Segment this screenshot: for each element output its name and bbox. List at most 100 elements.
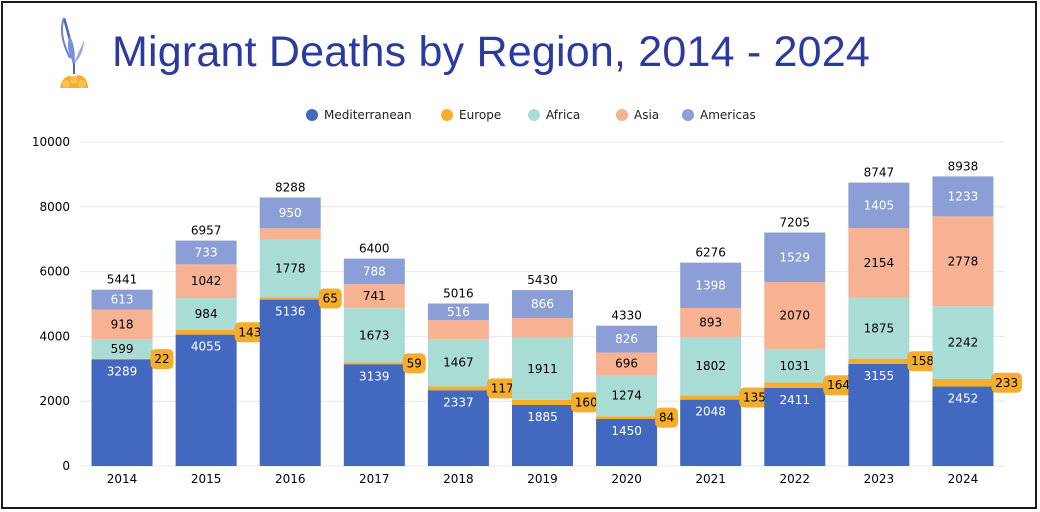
bar-segment-europe-2022 xyxy=(764,382,826,388)
data-label-africa: 599 xyxy=(111,342,134,356)
legend-item-americas[interactable]: Americas xyxy=(682,108,756,122)
bar-segment-africa-2020 xyxy=(596,375,658,417)
legend-item-europe[interactable]: Europe xyxy=(441,108,501,122)
bar-segment-europe-2017 xyxy=(343,362,405,365)
bar-segment-asia-2020 xyxy=(596,352,658,376)
europe-tag-box xyxy=(571,392,602,413)
data-label-americas: 1233 xyxy=(948,189,979,203)
europe-tag-text: 65 xyxy=(323,292,338,306)
bar-total-label: 8288 xyxy=(275,180,306,194)
data-label-asia: 741 xyxy=(363,289,386,303)
x-tick-label: 2022 xyxy=(779,472,810,486)
data-label-africa: 1673 xyxy=(359,328,390,342)
data-label-europe: 84 xyxy=(655,407,679,428)
data-label-mediterranean: 3155 xyxy=(864,369,895,383)
bar-total-label: 7205 xyxy=(779,216,810,230)
bar-segment-americas-2019 xyxy=(512,290,573,319)
bar-segment-asia-2021 xyxy=(680,307,742,337)
data-label-americas: 826 xyxy=(615,332,638,346)
bar-total-label: 5016 xyxy=(443,286,474,300)
legend-label: Africa xyxy=(546,108,580,122)
bar-segment-americas-2022 xyxy=(764,232,826,283)
bar-segment-africa-2022 xyxy=(764,349,826,383)
bar-total-label: 8938 xyxy=(948,159,979,173)
bar-total-label: 8747 xyxy=(864,166,895,180)
europe-tag-text: 117 xyxy=(491,381,514,395)
bar-segment-asia-2023 xyxy=(848,228,910,298)
data-label-americas: 788 xyxy=(363,264,386,278)
data-label-mediterranean: 2337 xyxy=(443,395,474,409)
bar-segment-mediterranean-2023 xyxy=(848,363,910,466)
x-tick-label: 2016 xyxy=(275,472,306,486)
europe-tag-box xyxy=(655,407,679,428)
data-label-mediterranean: 2048 xyxy=(695,405,726,419)
bar-segment-mediterranean-2022 xyxy=(764,387,826,466)
y-tick-label: 10000 xyxy=(32,135,70,149)
europe-tag-box xyxy=(739,387,770,408)
europe-tag-text: 22 xyxy=(154,352,169,366)
bar-segment-asia-2014 xyxy=(91,309,153,340)
europe-tag-box xyxy=(234,322,266,343)
x-tick-label: 2023 xyxy=(864,472,895,486)
bar-segment-mediterranean-2014 xyxy=(91,359,153,466)
europe-tag-text: 164 xyxy=(827,378,850,392)
data-label-africa: 984 xyxy=(195,307,218,321)
bar-segment-europe-2019 xyxy=(512,399,573,405)
data-label-asia: 893 xyxy=(699,315,722,329)
bar-segment-asia-2016 xyxy=(259,228,321,240)
data-label-europe: 59 xyxy=(402,353,426,374)
bar-segment-asia-2017 xyxy=(343,284,405,309)
data-label-asia: 2070 xyxy=(779,309,810,323)
data-label-europe: 65 xyxy=(318,288,342,309)
data-label-europe: 164 xyxy=(823,375,854,396)
data-label-europe: 143 xyxy=(234,322,266,343)
bar-segment-mediterranean-2021 xyxy=(680,399,742,466)
data-label-africa: 2242 xyxy=(948,336,979,350)
bar-segment-europe-2020 xyxy=(596,416,658,420)
bar-segment-americas-2021 xyxy=(680,262,742,308)
y-tick-label: 6000 xyxy=(39,265,70,279)
legend-item-mediterranean[interactable]: Mediterranean xyxy=(306,108,412,122)
data-label-europe: 117 xyxy=(486,378,518,399)
bar-segment-africa-2019 xyxy=(512,337,573,400)
data-label-asia: 2778 xyxy=(948,254,979,268)
data-label-asia: 696 xyxy=(615,357,638,371)
legend-item-africa[interactable]: Africa xyxy=(528,108,580,122)
legend-swatch xyxy=(528,109,540,121)
europe-tag-box xyxy=(318,288,342,309)
x-tick-label: 2017 xyxy=(359,472,390,486)
bar-segment-asia-2018 xyxy=(427,320,489,339)
bar-segment-africa-2016 xyxy=(259,239,321,298)
data-label-mediterranean: 1885 xyxy=(527,410,558,424)
europe-tag-text: 158 xyxy=(911,354,934,368)
europe-tag-box xyxy=(486,378,518,399)
bar-total-label: 5430 xyxy=(527,273,558,287)
data-label-mediterranean: 3289 xyxy=(107,364,138,378)
legend-swatch xyxy=(441,109,453,121)
data-label-americas: 613 xyxy=(111,293,134,307)
data-label-europe: 233 xyxy=(991,372,1022,393)
data-label-mediterranean: 2411 xyxy=(779,393,810,407)
legend-item-asia[interactable]: Asia xyxy=(616,108,659,122)
legend-label: Europe xyxy=(459,108,501,122)
bar-total-label: 6276 xyxy=(695,246,726,260)
bar-segment-europe-2024 xyxy=(932,379,994,387)
bar-total-label: 5441 xyxy=(107,273,138,287)
europe-tag-text: 160 xyxy=(575,395,598,409)
bar-segment-europe-2016 xyxy=(259,297,321,300)
bar-segment-africa-2023 xyxy=(848,297,910,359)
bar-total-label: 6400 xyxy=(359,242,390,256)
bar-segment-mediterranean-2015 xyxy=(175,334,237,466)
bar-segment-africa-2015 xyxy=(175,298,237,330)
bar-segment-europe-2021 xyxy=(680,395,742,400)
bar-segment-americas-2015 xyxy=(175,240,237,265)
flower-icon xyxy=(50,14,98,100)
data-label-africa: 1467 xyxy=(443,356,474,370)
data-label-mediterranean: 5136 xyxy=(275,305,306,319)
legend-label: Asia xyxy=(634,108,659,122)
bar-segment-americas-2023 xyxy=(848,182,910,229)
x-tick-label: 2019 xyxy=(527,472,558,486)
bar-segment-mediterranean-2017 xyxy=(343,364,405,466)
bar-segment-europe-2014 xyxy=(91,358,153,360)
x-tick-label: 2020 xyxy=(611,472,642,486)
